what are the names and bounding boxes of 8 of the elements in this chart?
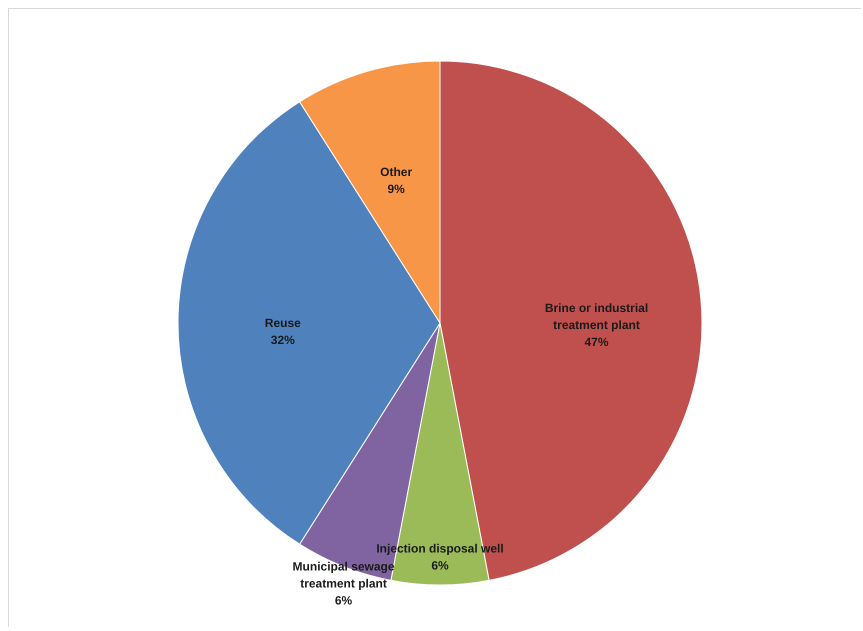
data-label: 6% (431, 558, 449, 572)
data-label: 32% (270, 333, 296, 347)
slice-label: Reuse (264, 316, 302, 330)
slice-label: Other (380, 165, 412, 180)
slice-label: Brine or industrial treatment plant (544, 301, 648, 332)
data-label: 6% (334, 594, 353, 608)
data-label: 9% (387, 182, 406, 196)
data-label: 47% (584, 335, 609, 350)
